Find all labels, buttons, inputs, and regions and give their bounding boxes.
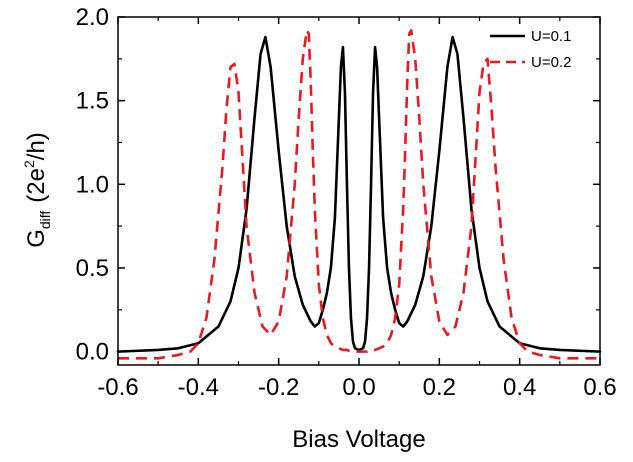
x-tick-label: -0.4: [178, 374, 219, 401]
y-axis-title-units-post: /h): [23, 132, 50, 160]
y-tick-label: 0.0: [76, 339, 109, 366]
y-tick-label: 1.0: [76, 171, 109, 198]
x-tick-label: 0.0: [342, 374, 375, 401]
y-axis-title-units-pre: (2e: [23, 168, 50, 203]
x-tick-label: -0.2: [258, 374, 299, 401]
series-line-0: [116, 35, 602, 353]
legend-label-u01: U=0.1: [531, 28, 571, 45]
y-tick-label: 1.5: [76, 88, 109, 115]
y-axis-title: Gdiff (2e2/h): [21, 132, 53, 248]
legend: U=0.1 U=0.2: [490, 28, 571, 71]
x-tick-label: -0.6: [97, 374, 138, 401]
axis-ticks: [117, 16, 601, 365]
x-tick-label: 0.2: [423, 374, 456, 401]
legend-label-u02: U=0.2: [531, 54, 571, 71]
series-line-1: [118, 29, 600, 360]
plot-series: [116, 29, 602, 360]
y-axis-title-subscript: diff: [37, 211, 53, 230]
tick-labels: -0.6 -0.4 -0.2 0.0 0.2 0.4 0.6 0.0 0.5 1.0 1.5 2.0: [76, 4, 617, 401]
plot-frame: [117, 16, 601, 366]
x-tick-label: 0.4: [503, 374, 536, 401]
y-axis-title-units-sup: 2: [21, 160, 37, 168]
x-tick-label: 0.6: [583, 374, 616, 401]
x-axis-title: Bias Voltage: [292, 426, 425, 453]
y-tick-label: 2.0: [76, 4, 109, 31]
y-tick-label: 0.5: [76, 255, 109, 282]
y-axis-title-main: G: [23, 229, 50, 248]
